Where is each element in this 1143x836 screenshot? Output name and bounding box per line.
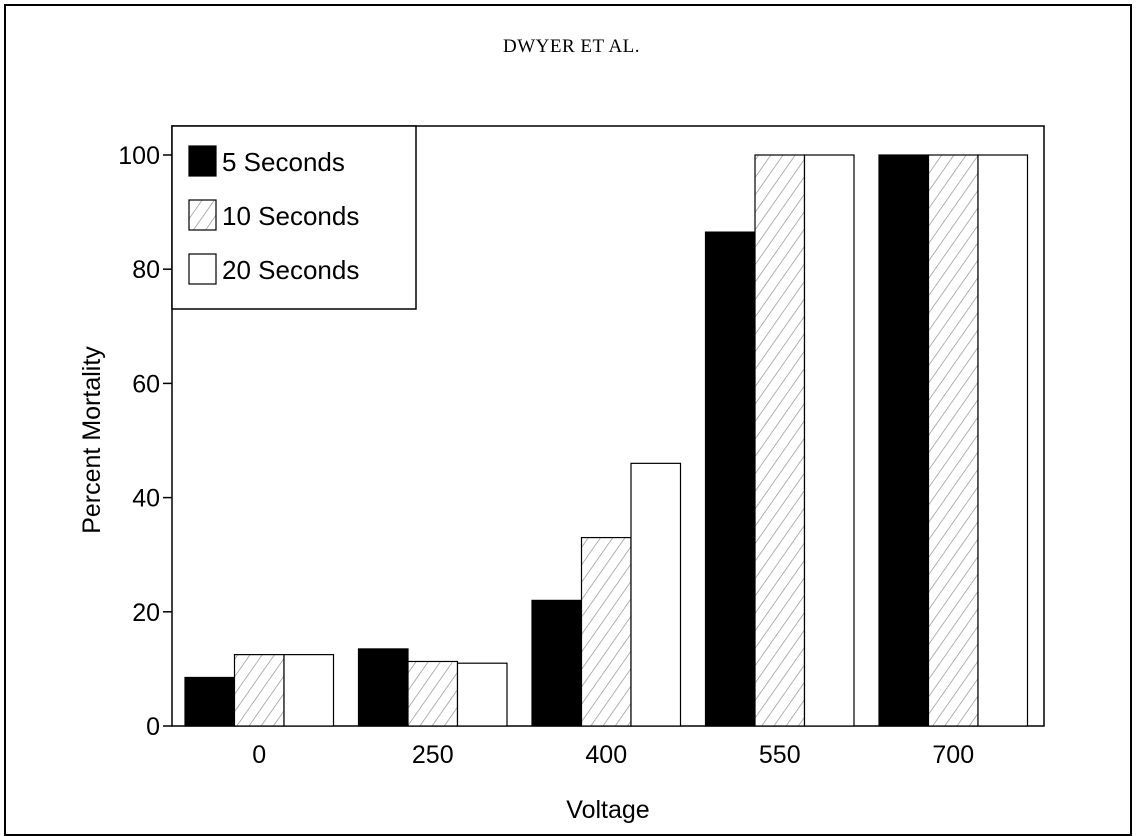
y-axis-label: Percent Mortality bbox=[78, 346, 106, 534]
x-tick-label-700: 700 bbox=[932, 741, 974, 769]
legend-label-10-seconds: 10 Seconds bbox=[222, 201, 359, 231]
bar-20-seconds-700 bbox=[977, 154, 1029, 727]
y-tick-label-100: 100 bbox=[118, 142, 160, 170]
x-axis-label: Voltage bbox=[566, 796, 649, 824]
legend-swatch-10-seconds bbox=[188, 199, 217, 231]
bar-5-seconds-550 bbox=[704, 231, 756, 727]
y-tick-label-0: 0 bbox=[146, 713, 160, 741]
bar-5-seconds-0 bbox=[184, 676, 236, 727]
bar-10-seconds-250 bbox=[407, 660, 459, 727]
bar-10-seconds-700 bbox=[927, 154, 979, 727]
legend-swatch-5-seconds bbox=[188, 145, 217, 177]
bar-20-seconds-250 bbox=[456, 662, 508, 727]
y-tick-label-20: 20 bbox=[132, 599, 160, 627]
x-tick-label-400: 400 bbox=[585, 741, 627, 769]
page-header: DWYER ET AL. bbox=[502, 36, 641, 57]
bar-5-seconds-250 bbox=[357, 648, 409, 727]
bar-20-seconds-0 bbox=[283, 654, 335, 727]
y-tick-label-40: 40 bbox=[132, 485, 160, 513]
legend-swatch-20-seconds bbox=[188, 253, 217, 285]
bar-5-seconds-400 bbox=[531, 599, 583, 727]
x-tick-label-550: 550 bbox=[759, 741, 801, 769]
x-tick-label-0: 0 bbox=[252, 741, 266, 769]
bar-5-seconds-700 bbox=[878, 154, 930, 727]
y-tick-label-80: 80 bbox=[132, 256, 160, 284]
bar-20-seconds-550 bbox=[803, 154, 855, 727]
bar-10-seconds-400 bbox=[580, 536, 632, 727]
bar-20-seconds-400 bbox=[630, 462, 682, 727]
bar-10-seconds-550 bbox=[754, 154, 806, 727]
legend-label-5-seconds: 5 Seconds bbox=[222, 147, 345, 177]
y-tick-label-60: 60 bbox=[132, 370, 160, 398]
legend: 5 Seconds 10 Seconds 20 Seconds bbox=[171, 125, 417, 310]
legend-label-20-seconds: 20 Seconds bbox=[222, 255, 359, 285]
bar-10-seconds-0 bbox=[233, 654, 285, 727]
x-tick-label-250: 250 bbox=[412, 741, 454, 769]
